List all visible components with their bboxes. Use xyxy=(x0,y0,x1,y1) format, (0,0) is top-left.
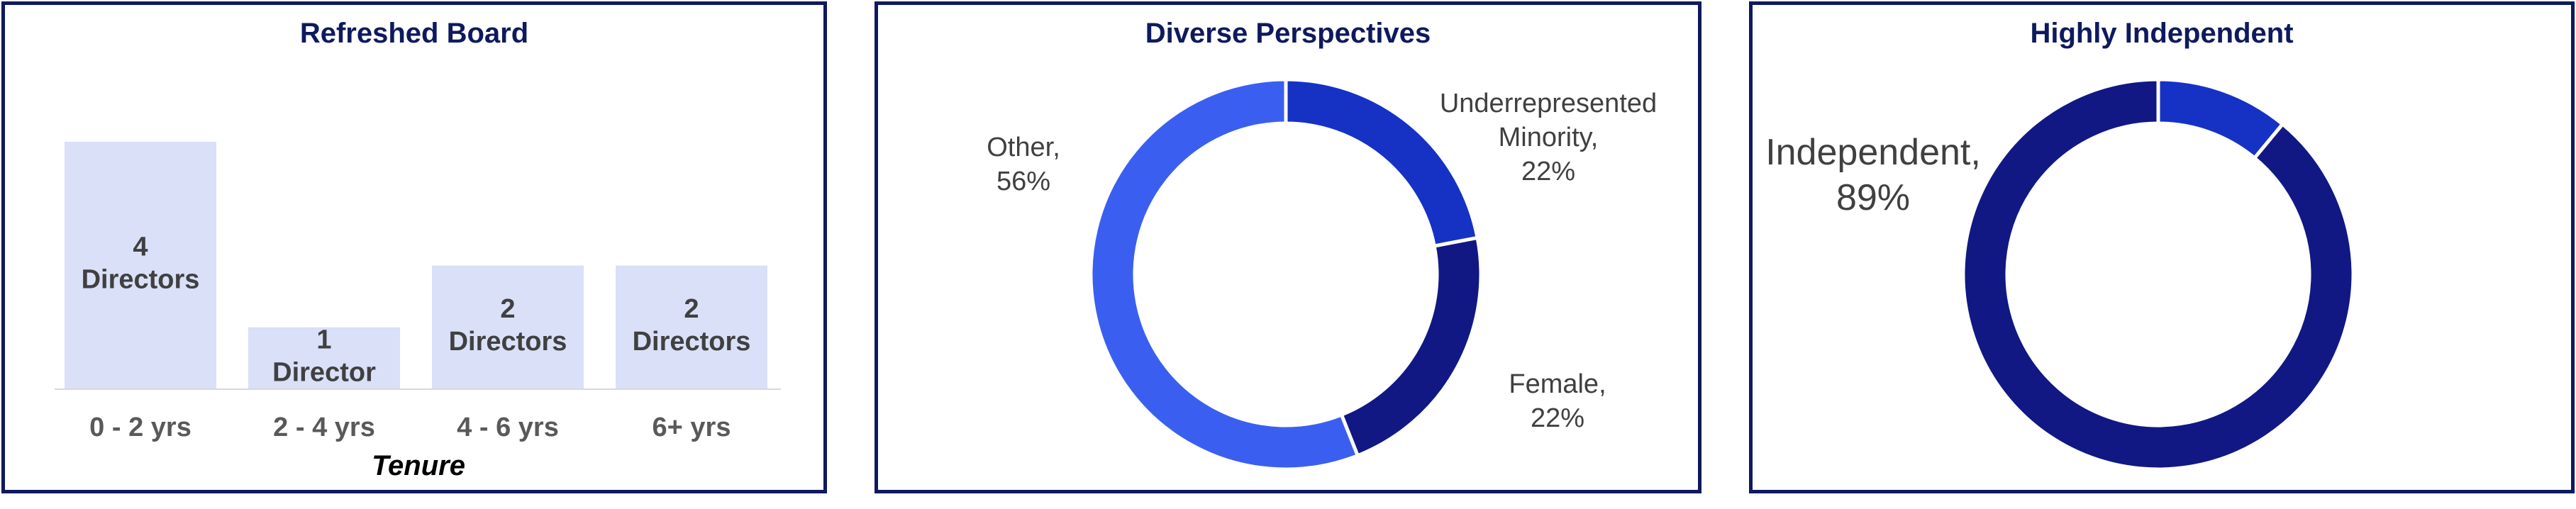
independence-slice-1 xyxy=(1961,77,2355,471)
tenure-bar-chart: 4 Directors 0 - 2 yrs 1 Director 2 - 4 yrs 2 Di… xyxy=(55,142,781,481)
x-tick-label: 6+ yrs xyxy=(653,413,731,442)
bar-0-2-yrs xyxy=(65,142,216,389)
slice-label-other: Other, 56% xyxy=(987,133,1060,196)
independence-donut-chart: Independent, 89% xyxy=(1765,77,2355,471)
bar-data-label: 2 Directors xyxy=(633,294,751,357)
tenure-chart-panel: Refreshed Board 4 Directors 0 - 2 yrs 1 Dire… xyxy=(1,1,827,493)
bar-2-4-yrs xyxy=(248,327,400,389)
independence-chart-title: Highly Independent xyxy=(2030,18,2294,49)
x-tick-label: 0 - 2 yrs xyxy=(89,413,191,442)
x-axis-title: Tenure xyxy=(372,450,465,481)
x-tick-label: 4 - 6 yrs xyxy=(457,413,559,442)
diversity-slice-1 xyxy=(1339,235,1483,458)
diversity-chart-title: Diverse Perspectives xyxy=(1145,18,1431,49)
diversity-donut-chart: Underrepresented Minority, 22% Female, 22% Ot… xyxy=(987,77,1657,471)
tenure-chart-title: Refreshed Board xyxy=(299,18,529,49)
bar-6-yrs xyxy=(616,265,767,389)
diversity-slice-2 xyxy=(1089,77,1360,471)
diversity-chart-panel: Diverse Perspectives Underrepresented Min… xyxy=(875,1,1701,493)
independence-chart-panel: Highly Independent Independent, 89% xyxy=(1749,1,2575,493)
bar-data-label: 1 Director xyxy=(272,325,376,387)
slice-label-independent: Independent, 89% xyxy=(1765,132,1981,218)
bar-data-label: 2 Directors xyxy=(449,294,567,357)
bar-data-label: 4 Directors xyxy=(82,233,200,295)
slice-label-female: Female, 22% xyxy=(1509,369,1606,433)
x-tick-label: 2 - 4 yrs xyxy=(273,413,375,442)
bar-4-6-yrs xyxy=(432,265,584,389)
slice-label-minority: Underrepresented Minority, 22% xyxy=(1440,89,1657,186)
